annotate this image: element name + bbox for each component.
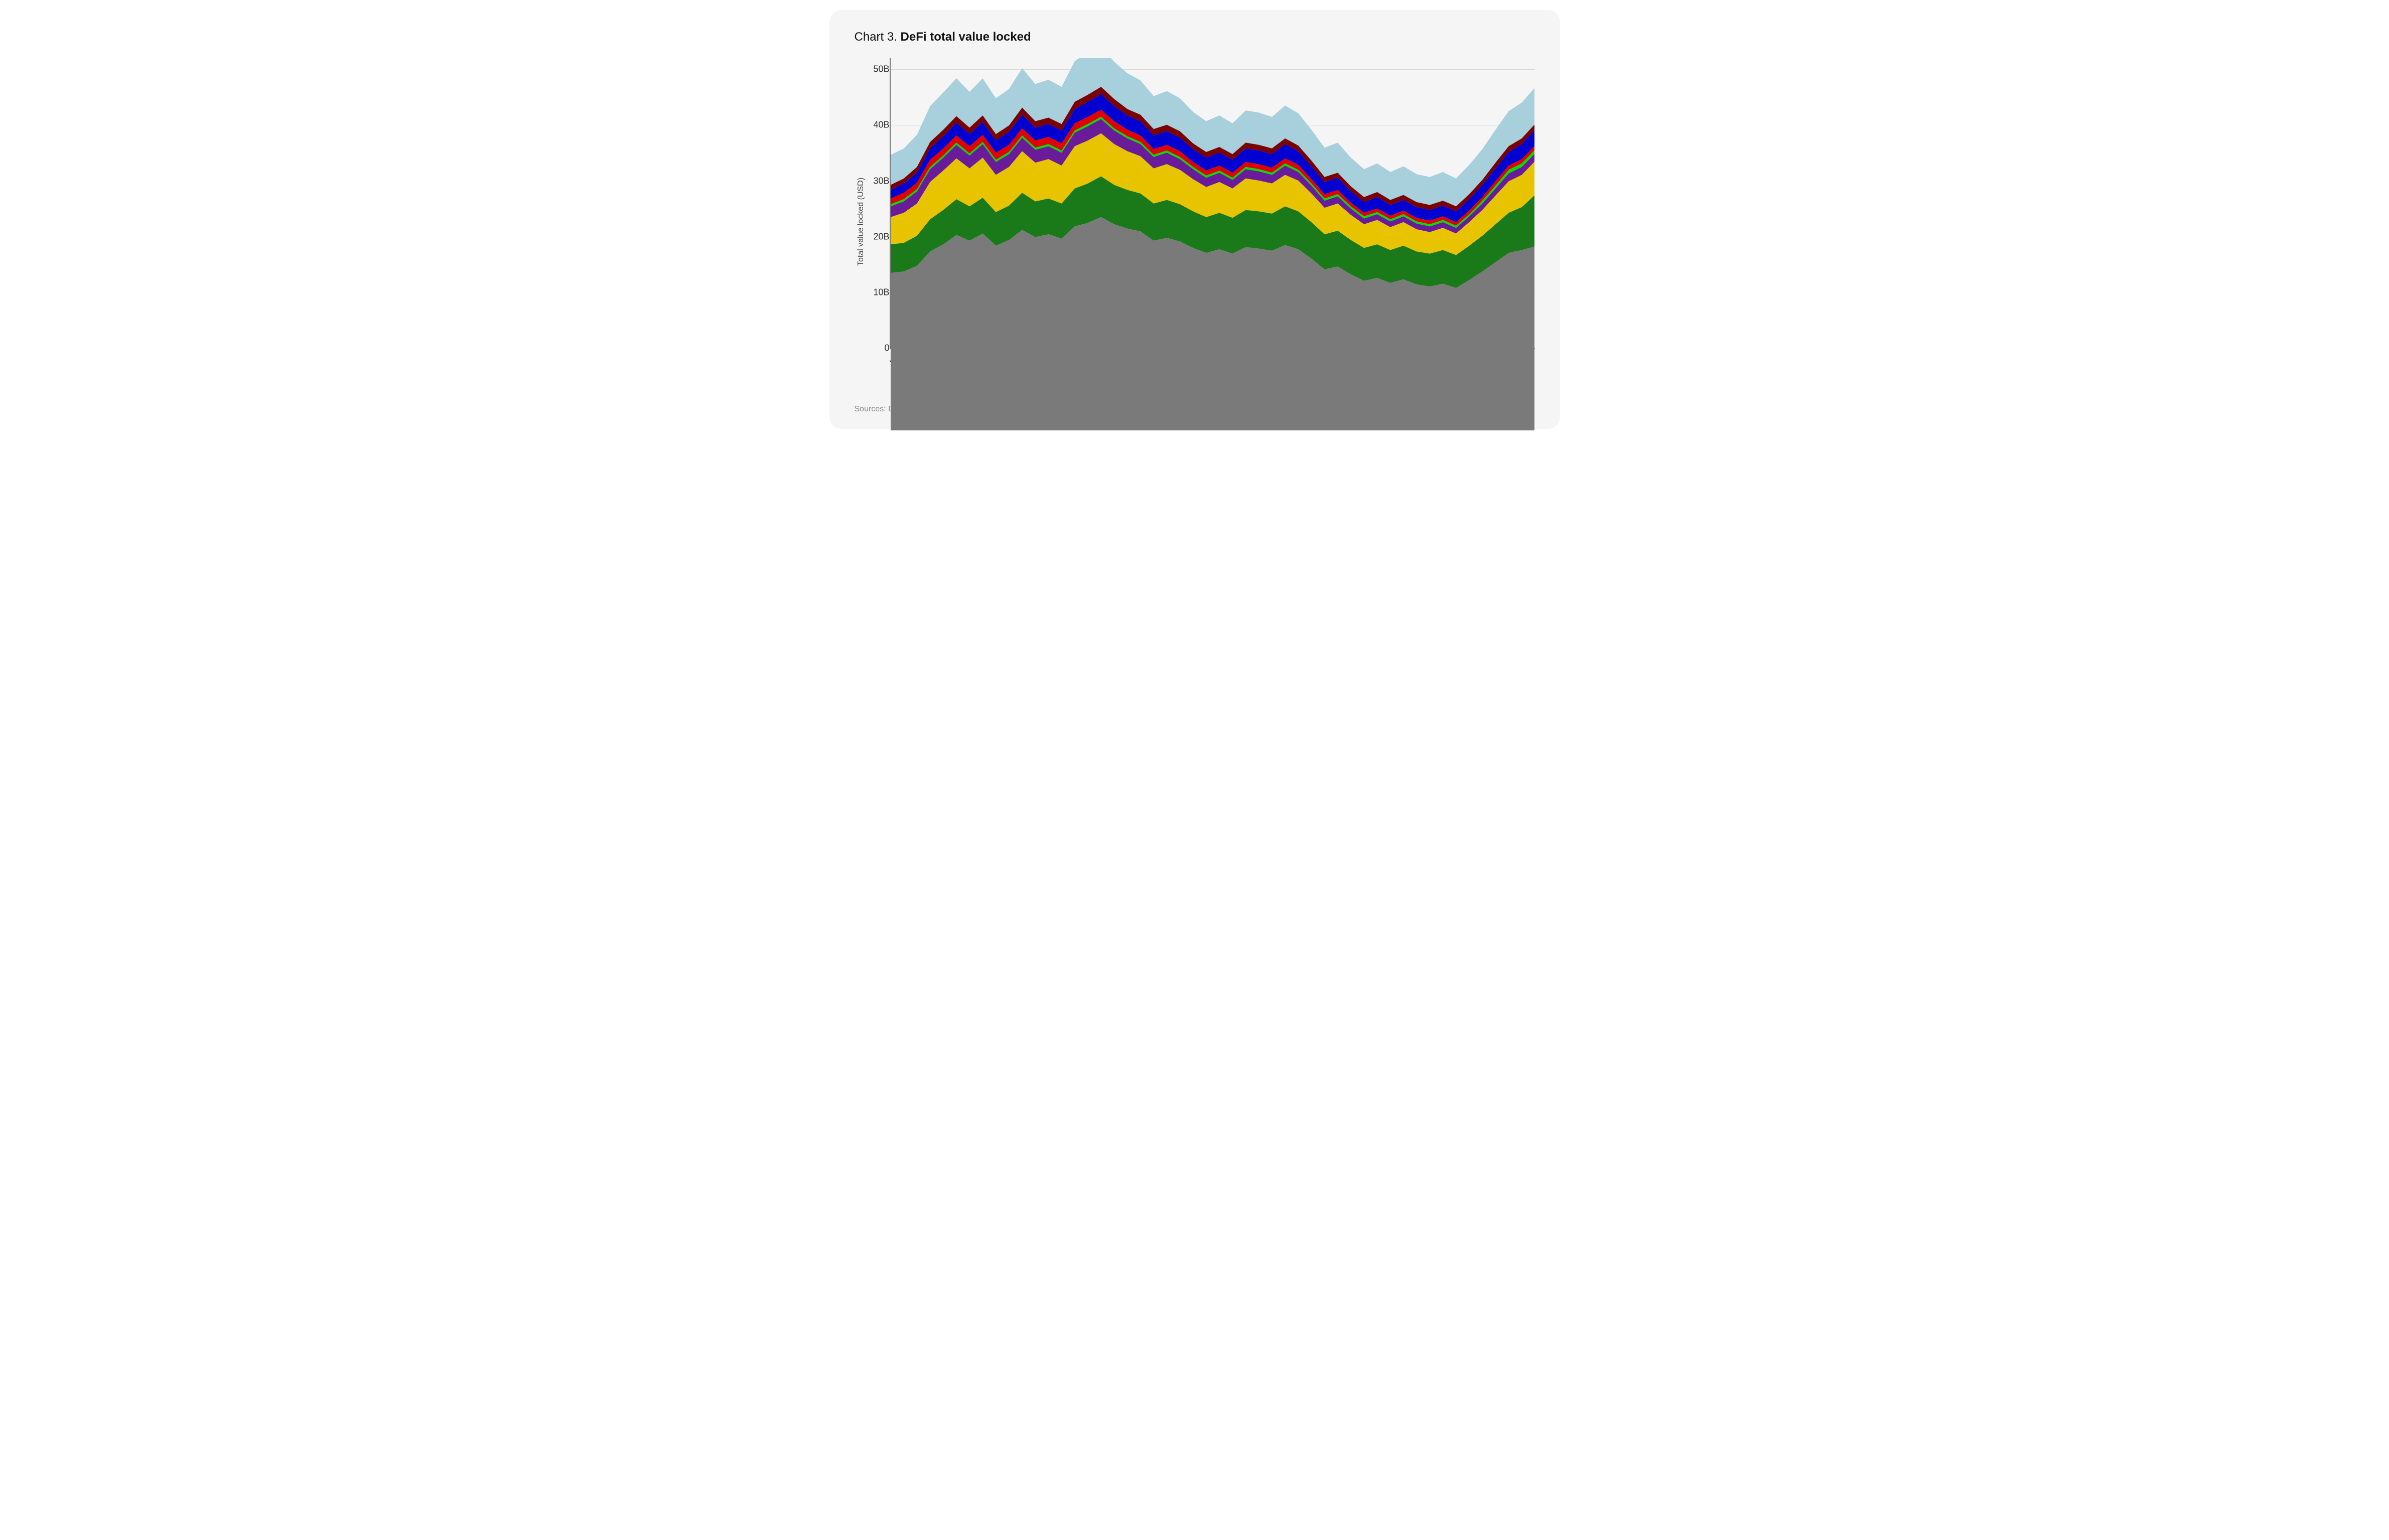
y-tick-label: 50B [873, 64, 889, 75]
stacked-areas [891, 58, 1535, 430]
chart-wrap: Total value locked (USD) 50B 40B 30B 20B 10B… [855, 58, 1535, 365]
plot-area [890, 58, 1535, 349]
y-tick-label: 0 [884, 343, 889, 354]
title-prefix: Chart 3. [855, 30, 901, 44]
chart-title: Chart 3. DeFi total value locked [855, 30, 1535, 44]
y-tick-label: 40B [873, 120, 889, 130]
y-tick-label: 10B [873, 287, 889, 297]
y-tick-label: 20B [873, 231, 889, 242]
y-tick-label: 30B [873, 176, 889, 186]
title-bold: DeFi total value locked [901, 30, 1031, 44]
y-axis: 50B40B30B20B10B0 [866, 58, 890, 348]
chart-card: Chart 3. DeFi total value locked Total v… [829, 10, 1560, 429]
y-axis-label: Total value locked (USD) [855, 58, 866, 365]
